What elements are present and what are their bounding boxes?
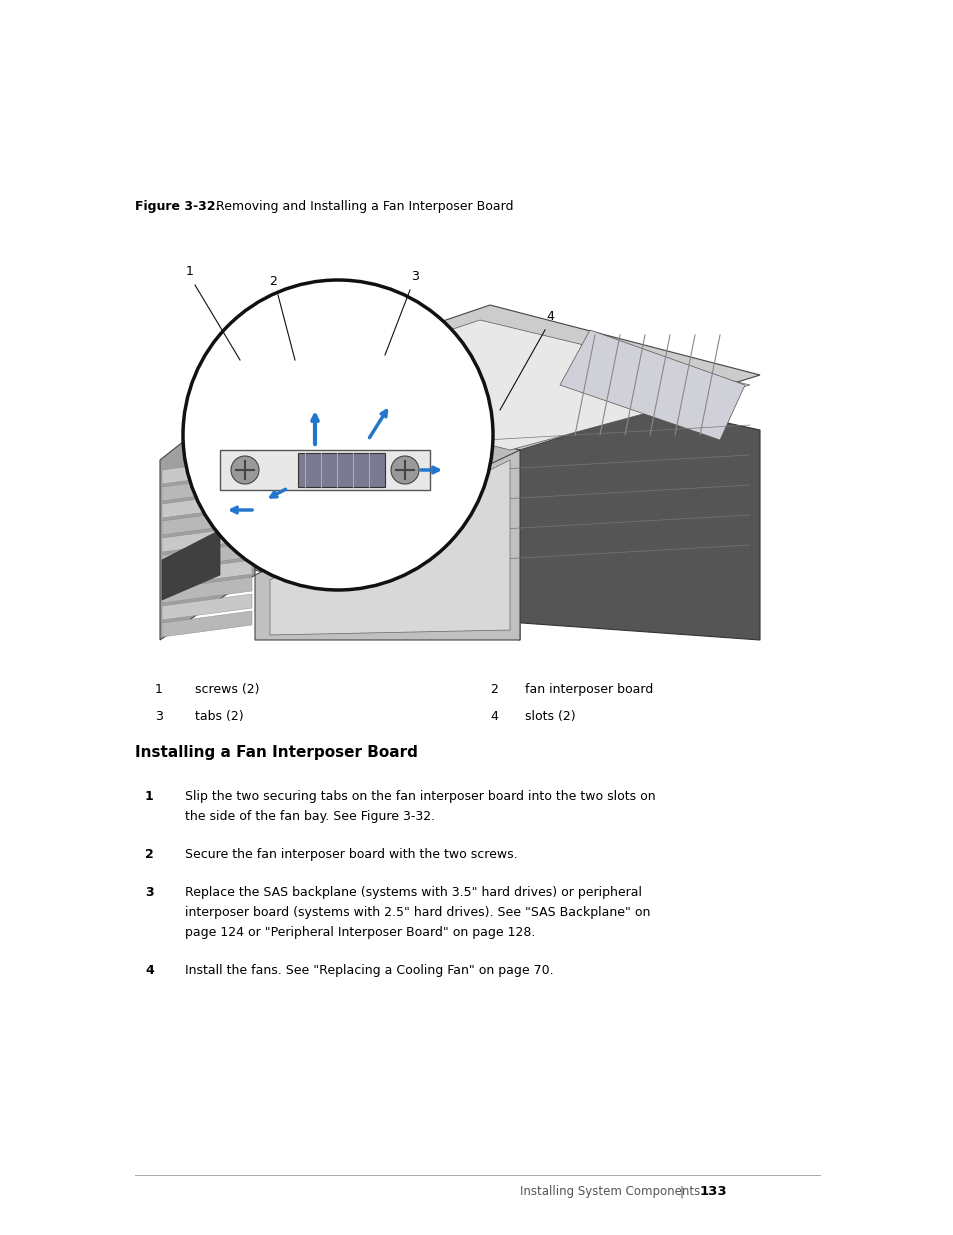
Text: 2: 2 — [269, 275, 276, 288]
Text: slots (2): slots (2) — [524, 710, 575, 722]
Text: 2: 2 — [145, 848, 153, 861]
Text: 1: 1 — [186, 266, 193, 278]
Text: tabs (2): tabs (2) — [194, 710, 243, 722]
Polygon shape — [270, 320, 749, 450]
Text: 133: 133 — [700, 1186, 727, 1198]
Polygon shape — [162, 611, 252, 637]
Text: screws (2): screws (2) — [194, 683, 259, 697]
Text: Secure the fan interposer board with the two screws.: Secure the fan interposer board with the… — [185, 848, 517, 861]
Text: 2: 2 — [490, 683, 497, 697]
Text: 1: 1 — [154, 683, 163, 697]
Text: Removing and Installing a Fan Interposer Board: Removing and Installing a Fan Interposer… — [200, 200, 513, 212]
Polygon shape — [162, 577, 252, 603]
Text: 3: 3 — [411, 270, 418, 283]
Text: |: | — [679, 1186, 683, 1198]
Polygon shape — [160, 385, 254, 640]
Circle shape — [231, 456, 258, 484]
Text: Install the fans. See "Replacing a Cooling Fan" on page 70.: Install the fans. See "Replacing a Cooli… — [185, 965, 553, 977]
Polygon shape — [162, 559, 252, 585]
Text: Installing a Fan Interposer Board: Installing a Fan Interposer Board — [135, 745, 417, 760]
Polygon shape — [162, 594, 252, 620]
Text: 3: 3 — [145, 885, 153, 899]
Text: Replace the SAS backplane (systems with 3.5" hard drives) or peripheral: Replace the SAS backplane (systems with … — [185, 885, 641, 899]
Polygon shape — [162, 458, 252, 484]
Polygon shape — [162, 492, 252, 517]
Polygon shape — [162, 526, 252, 552]
Text: page 124 or "Peripheral Interposer Board" on page 128.: page 124 or "Peripheral Interposer Board… — [185, 926, 535, 939]
Text: the side of the fan bay. See Figure 3-32.: the side of the fan bay. See Figure 3-32… — [185, 810, 435, 823]
Polygon shape — [479, 370, 760, 640]
Polygon shape — [559, 330, 744, 440]
Polygon shape — [254, 385, 519, 640]
Text: 3: 3 — [154, 710, 163, 722]
Polygon shape — [220, 450, 430, 490]
Circle shape — [391, 456, 418, 484]
Text: fan interposer board: fan interposer board — [524, 683, 653, 697]
Polygon shape — [297, 453, 385, 487]
Polygon shape — [162, 509, 252, 535]
Text: 1: 1 — [145, 790, 153, 803]
Text: 4: 4 — [545, 310, 554, 324]
Polygon shape — [162, 475, 252, 501]
Text: Installing System Components: Installing System Components — [519, 1186, 700, 1198]
Polygon shape — [162, 530, 220, 600]
Text: interposer board (systems with 2.5" hard drives). See "SAS Backplane" on: interposer board (systems with 2.5" hard… — [185, 906, 650, 919]
Text: 4: 4 — [145, 965, 153, 977]
Text: Slip the two securing tabs on the fan interposer board into the two slots on: Slip the two securing tabs on the fan in… — [185, 790, 655, 803]
Polygon shape — [254, 450, 519, 640]
Text: 4: 4 — [490, 710, 497, 722]
Polygon shape — [162, 543, 252, 569]
Polygon shape — [270, 459, 510, 635]
Circle shape — [183, 280, 493, 590]
Polygon shape — [254, 305, 760, 450]
Text: Figure 3-32.: Figure 3-32. — [135, 200, 220, 212]
